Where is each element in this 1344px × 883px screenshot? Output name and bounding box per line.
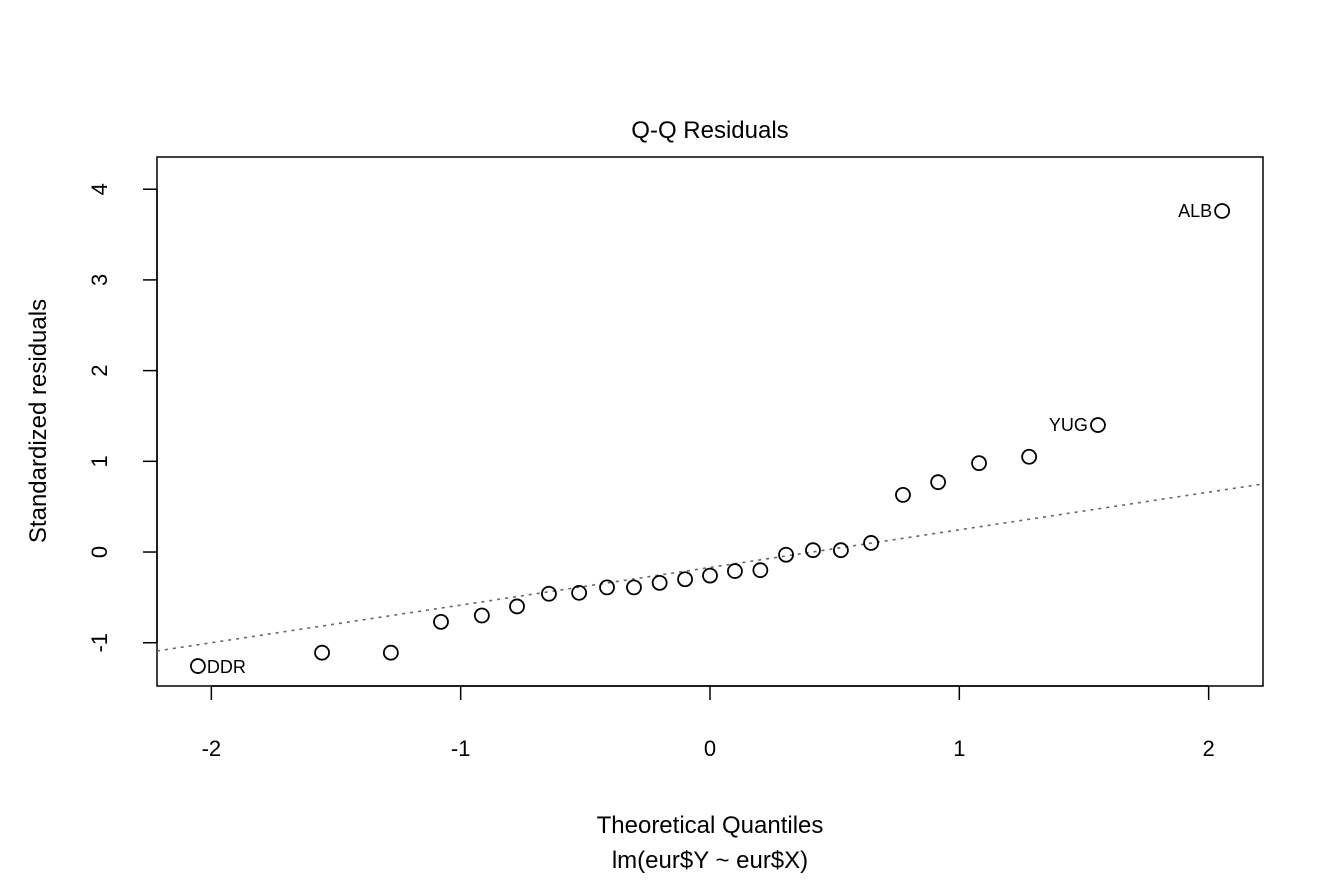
data-point (382, 644, 399, 661)
x-tick-label: 2 (1203, 736, 1215, 761)
data-point (971, 455, 987, 472)
data-point (930, 474, 947, 491)
x-axis: -2 -1 0 1 2 (202, 685, 1215, 761)
y-tick-label: 4 (87, 183, 112, 195)
data-point (473, 607, 490, 624)
data-point (599, 579, 615, 596)
data-point (752, 562, 769, 579)
data-point (677, 571, 693, 588)
data-point (895, 486, 911, 503)
data-point (1021, 448, 1038, 465)
y-tick-label: 2 (87, 364, 112, 376)
x-axis-title: Theoretical Quantiles (597, 812, 824, 839)
reference-line (156, 483, 1264, 652)
data-point (541, 585, 557, 602)
chart-title: Q-Q Residuals (631, 117, 788, 144)
point-label: ALB (1178, 201, 1212, 221)
data-point (1090, 417, 1106, 433)
y-tick-label: 1 (87, 455, 112, 467)
points: DDR YUG ALB (189, 201, 1231, 677)
data-point (778, 546, 794, 563)
x-tick-label: 1 (953, 736, 965, 761)
data-point (727, 563, 743, 579)
data-point (571, 584, 588, 601)
data-point (651, 574, 668, 591)
data-point (433, 613, 449, 630)
x-tick-label: -1 (451, 736, 471, 761)
y-axis: -1 0 1 2 3 4 (87, 183, 158, 653)
point-label: DDR (207, 657, 246, 677)
data-point (189, 658, 206, 674)
data-point (1214, 203, 1231, 219)
y-tick-label: 0 (87, 546, 112, 558)
data-point (314, 644, 330, 661)
y-tick-label: -1 (87, 633, 112, 653)
data-point (509, 598, 525, 615)
y-axis-title: Standardized residuals (25, 299, 52, 543)
y-tick-label: 3 (87, 274, 112, 286)
data-point (702, 567, 718, 584)
data-point (626, 579, 642, 596)
x-tick-label: 0 (704, 736, 716, 761)
point-label: YUG (1049, 415, 1088, 435)
data-point (805, 542, 821, 559)
x-axis-subtitle: lm(eur$Y ~ eur$X) (612, 847, 808, 874)
data-point (832, 542, 849, 559)
data-point (863, 535, 879, 551)
plot-frame (156, 156, 1264, 687)
x-tick-label: -2 (202, 736, 222, 761)
